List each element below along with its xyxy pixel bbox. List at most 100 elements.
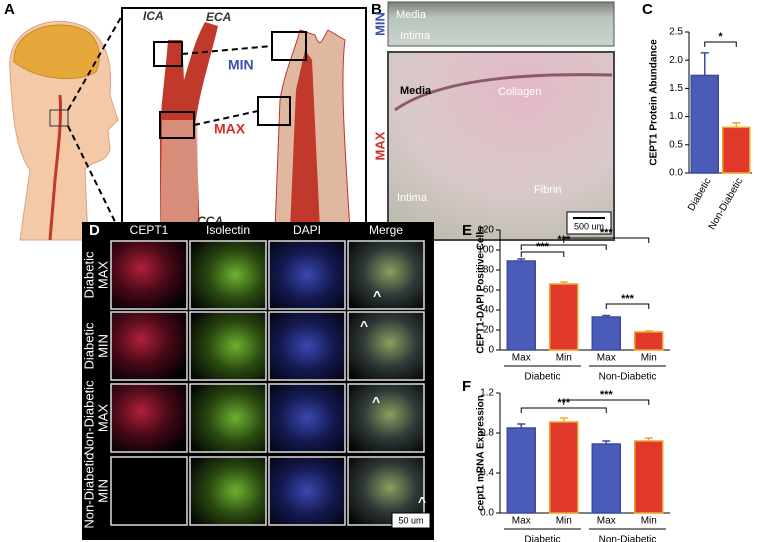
arrowhead: ^: [373, 288, 381, 304]
group-label: Diabetic: [524, 372, 560, 383]
x-tick-label: Non-Diabetic: [707, 176, 745, 232]
y-tick-label: 20: [483, 325, 495, 336]
scale-bar-label: 50 um: [398, 515, 423, 525]
arrowhead: ^: [360, 318, 368, 334]
x-tick-label: Min: [556, 516, 572, 527]
micrograph: [189, 456, 267, 526]
y-axis-label: cept1 mRNA Expression: [476, 395, 487, 511]
bar: [690, 74, 719, 174]
micrograph: [347, 311, 425, 381]
bar: [634, 331, 664, 351]
micrograph: [268, 240, 346, 310]
significance-bracket: [563, 237, 650, 243]
x-tick-label: Min: [641, 353, 657, 364]
y-tick-label: 1.0: [669, 111, 683, 122]
y-tick-label: 1.5: [669, 83, 683, 94]
scale-bar-box: [391, 512, 431, 529]
micrograph: [347, 240, 425, 310]
row-label: Non-Diabetic: [81, 453, 96, 529]
region-label: MAX: [214, 121, 246, 137]
micrograph: [189, 240, 267, 310]
micrograph: [268, 383, 346, 453]
tissue-label: Intima: [397, 192, 428, 204]
column-header: Merge: [369, 223, 403, 237]
scale-bar-label: 500 um: [574, 221, 604, 231]
y-tick-label: 0.8: [480, 428, 494, 439]
row-label: Diabetic: [81, 251, 96, 298]
artery-label: ECA: [206, 10, 231, 24]
panel-letter: A: [4, 1, 15, 18]
y-tick-label: 2.0: [669, 55, 683, 66]
row-label: MAX: [95, 404, 110, 433]
significance-label: ***: [600, 389, 614, 401]
micrograph: [268, 456, 346, 526]
tissue-label: Media: [400, 85, 432, 97]
significance-bracket: [520, 244, 607, 250]
significance-bracket: [520, 251, 565, 257]
head-illustration: [9, 11, 125, 241]
micrograph: [110, 240, 188, 310]
y-tick-label: 40: [483, 305, 495, 316]
y-tick-label: 0.0: [480, 508, 494, 519]
panel-letter: E: [462, 222, 472, 239]
group-label: Non-Diabetic: [599, 372, 657, 383]
arrowhead: ^: [372, 394, 380, 410]
significance-bracket: [605, 303, 650, 309]
y-tick-label: 0.5: [669, 139, 683, 150]
y-tick-label: 2.5: [669, 27, 683, 38]
panel-letter: D: [89, 222, 100, 239]
row-label: Non-Diabetic: [81, 380, 96, 456]
bar: [722, 126, 751, 174]
artery-label: ICA: [143, 9, 164, 23]
bar: [506, 427, 536, 514]
tissue-layer: [394, 73, 613, 112]
x-tick-label: Min: [641, 516, 657, 527]
x-tick-label: Max: [597, 516, 616, 527]
arrowhead: ^: [418, 494, 426, 510]
column-header: DAPI: [293, 223, 321, 237]
significance-bracket: [704, 41, 737, 47]
bar: [549, 421, 579, 514]
region-label: MIN: [228, 57, 254, 73]
y-tick-label: 100: [477, 245, 494, 256]
x-tick-label: Max: [512, 353, 531, 364]
micrograph: [110, 311, 188, 381]
group-label: Non-Diabetic: [599, 535, 657, 542]
micrograph: [387, 1, 615, 47]
micrograph: [110, 383, 188, 453]
micrograph: [347, 383, 425, 453]
significance-bracket: [563, 399, 650, 405]
y-tick-label: 120: [477, 225, 494, 236]
x-tick-label: Diabetic: [686, 176, 714, 213]
tissue-label: Media: [396, 9, 427, 21]
significance-label: ***: [600, 227, 614, 239]
row-label: MIN: [372, 12, 387, 36]
column-header: Isolectin: [206, 223, 250, 237]
bar: [549, 283, 579, 351]
group-label: Diabetic: [524, 535, 560, 542]
significance-label: ***: [621, 293, 635, 305]
panel-letter: F: [462, 378, 471, 395]
micrograph: [110, 456, 188, 526]
micrograph: [387, 51, 615, 241]
y-tick-label: 0.0: [669, 168, 683, 179]
row-label: MIN: [95, 334, 110, 358]
column-header: CEPT1: [130, 223, 169, 237]
bar: [634, 440, 664, 514]
x-tick-label: Max: [597, 353, 616, 364]
artery-illustration: [153, 22, 351, 240]
y-tick-label: 0: [488, 345, 494, 356]
y-axis-label: CEPT1 Protein Abundance: [649, 39, 660, 166]
micrograph: [268, 311, 346, 381]
bar: [506, 260, 536, 351]
panel-letter: B: [371, 1, 382, 18]
y-tick-label: 60: [483, 285, 495, 296]
x-tick-label: Min: [556, 353, 572, 364]
row-label: MAX: [372, 131, 387, 160]
panel-letter: C: [642, 1, 653, 18]
significance-label: *: [718, 31, 723, 43]
row-label: Diabetic: [81, 322, 96, 369]
y-tick-label: 1.2: [480, 388, 494, 399]
micrograph-grid: CEPT1 Isolectin DAPI Merge Diabetic MAX Diabet…: [81, 223, 431, 529]
